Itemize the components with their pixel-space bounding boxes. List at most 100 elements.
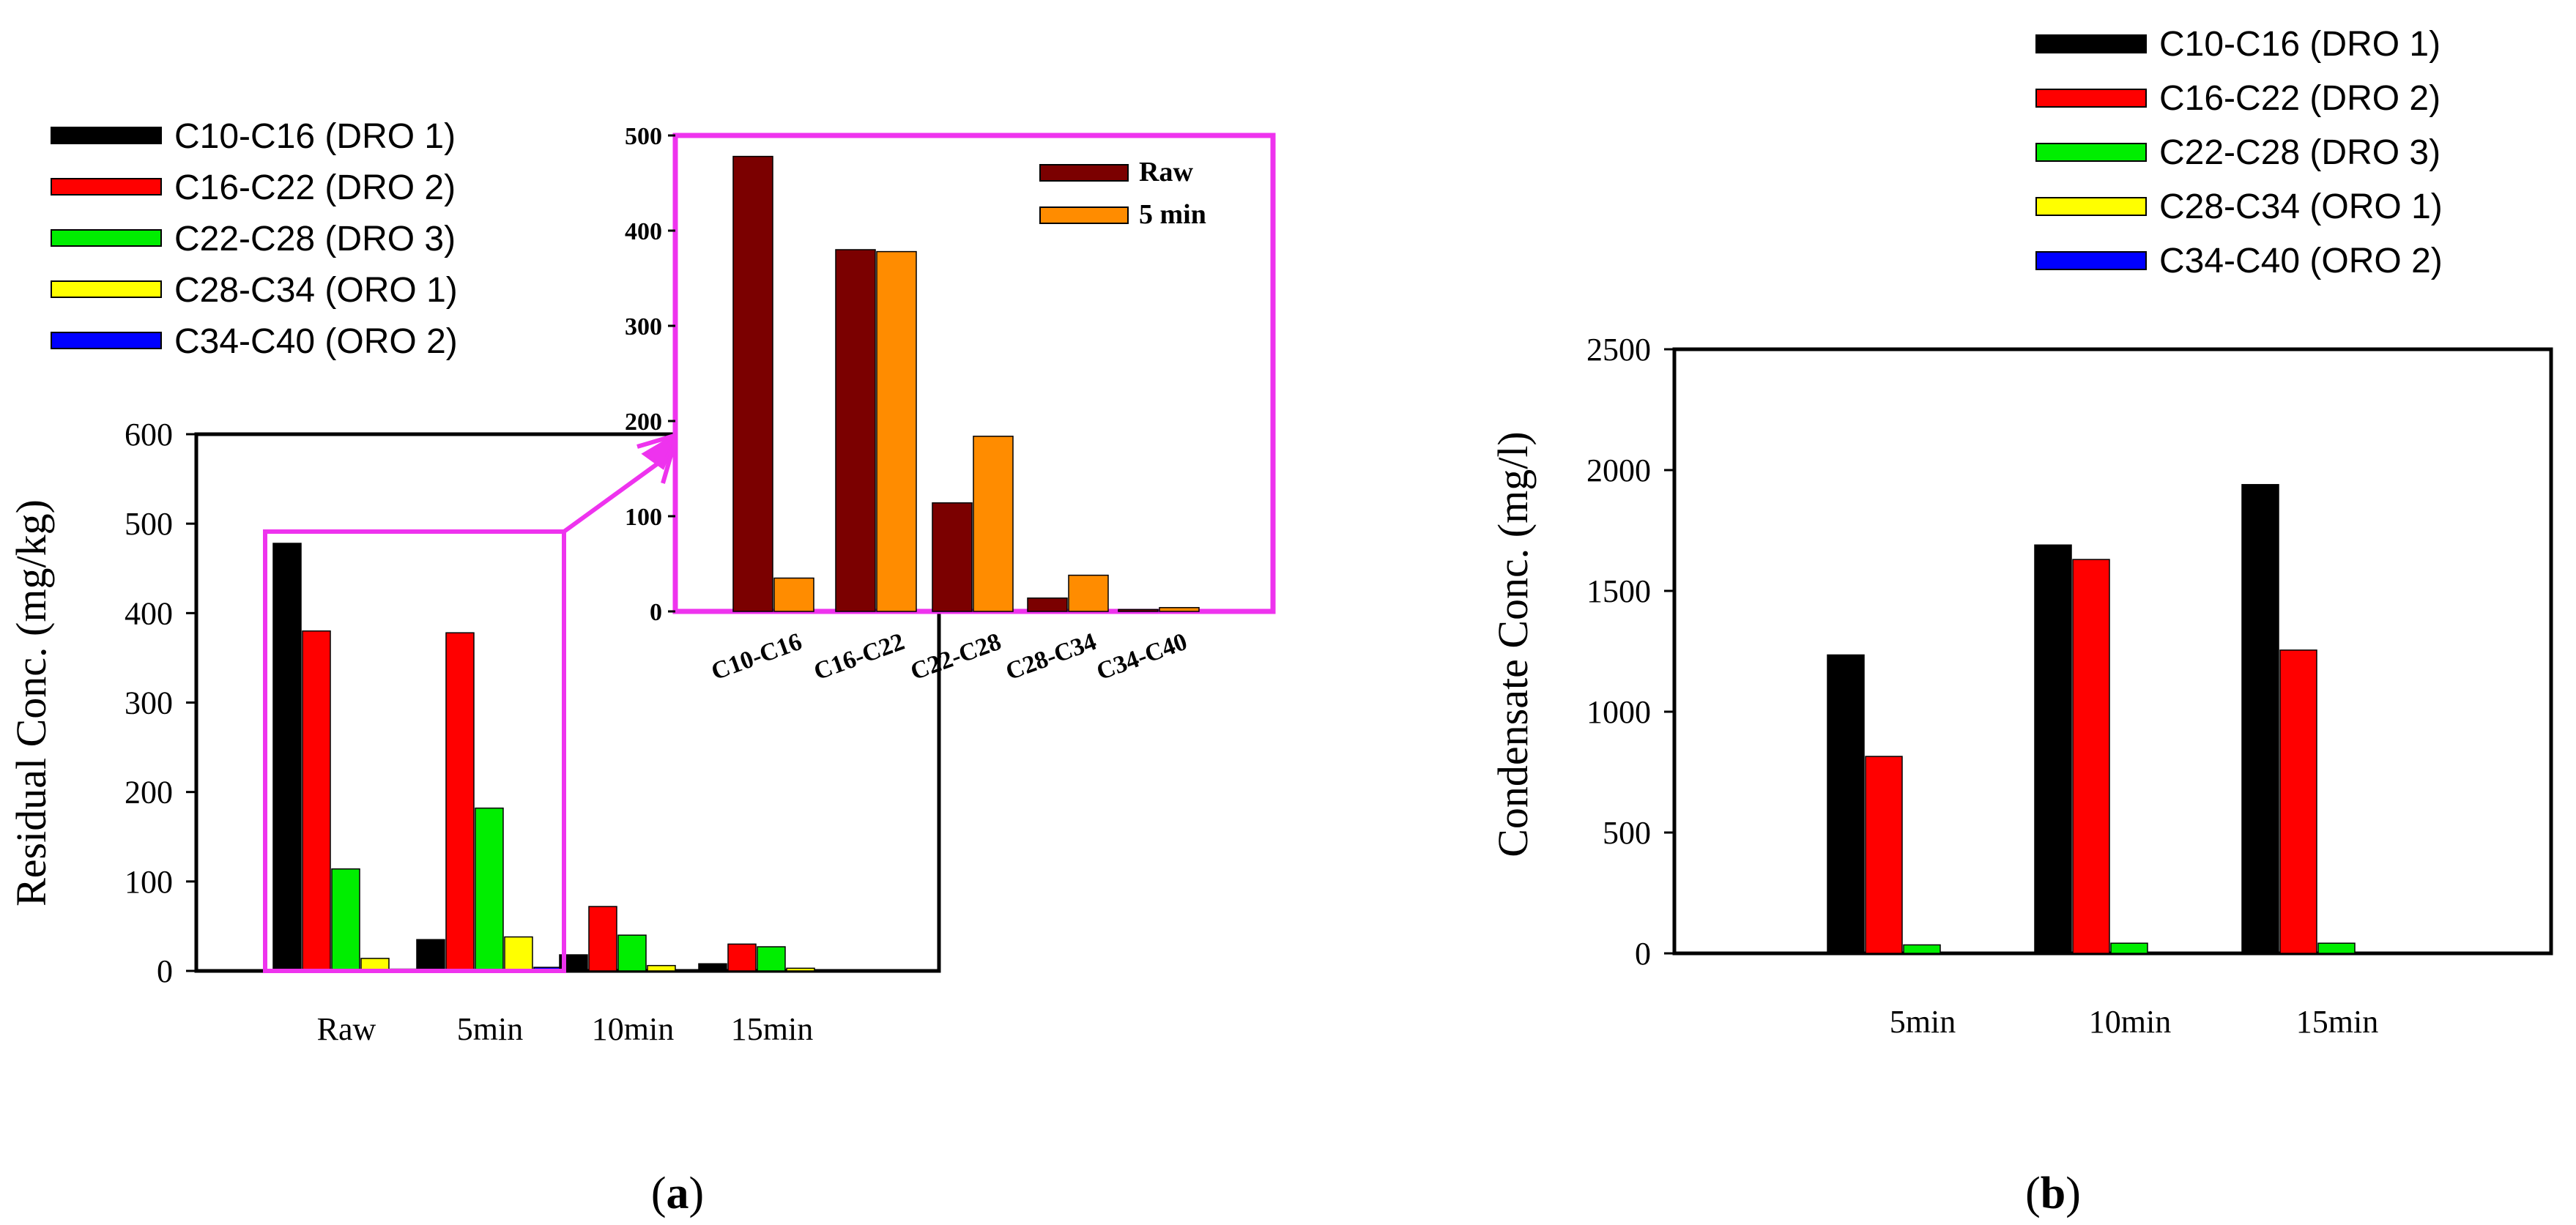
inset-legend-swatch — [1039, 164, 1129, 182]
bar — [757, 946, 786, 972]
caption-paren-close: ) — [689, 1169, 705, 1218]
inset-bar — [1068, 574, 1109, 612]
inset-legend-swatch — [1039, 206, 1129, 224]
bar — [1903, 944, 1941, 954]
legend-label: C28-C34 (ORO 1) — [174, 271, 458, 310]
legend-swatch — [2035, 251, 2147, 270]
zoom-arrow-head — [641, 430, 681, 470]
inset-bar — [1159, 607, 1200, 612]
bar — [302, 630, 331, 972]
legend-label: C28-C34 (ORO 1) — [2159, 187, 2443, 226]
bar — [2110, 942, 2148, 954]
bar — [559, 954, 588, 972]
inset-x-tick-label: C16-C22 — [810, 628, 907, 686]
y-tick-label: 0 — [157, 953, 173, 989]
legend-label: C22-C28 (DRO 3) — [2159, 133, 2440, 172]
x-tick-label: 15min — [2296, 1004, 2378, 1040]
legend-label: C10-C16 (DRO 1) — [2159, 25, 2440, 64]
y-tick-label: 100 — [125, 864, 173, 900]
y-tick-label: 0 — [1635, 936, 1651, 972]
inset-bar — [876, 250, 917, 612]
bar — [2317, 942, 2356, 954]
caption-paren-open: ( — [2025, 1169, 2041, 1218]
inset-x-tick-label: C10-C16 — [708, 628, 805, 686]
bar — [2072, 559, 2110, 954]
bar — [617, 934, 647, 972]
bar — [698, 963, 727, 972]
legend-swatch — [2035, 34, 2147, 53]
bar — [2279, 649, 2317, 954]
inset-legend-label: 5 min — [1139, 199, 1206, 230]
y-axis-label: Residual Conc. (mg/kg) — [7, 499, 55, 906]
bar — [272, 543, 302, 972]
y-tick-label: 2000 — [1586, 453, 1651, 488]
bar — [1865, 756, 1903, 954]
legend-label: C34-C40 (ORO 2) — [174, 322, 458, 361]
inset-x-tick-label: C34-C40 — [1093, 628, 1190, 686]
caption-paren-close: ) — [2065, 1169, 2081, 1218]
legend-label: C16-C22 (DRO 2) — [174, 168, 456, 207]
y-tick-label: 500 — [1603, 815, 1651, 851]
x-tick-label: 5min — [457, 1011, 523, 1047]
legend-swatch — [51, 229, 162, 247]
legend-label: C16-C22 (DRO 2) — [2159, 79, 2440, 118]
inset-bar — [732, 155, 773, 612]
legend-label: C22-C28 (DRO 3) — [174, 220, 456, 258]
chart-a: 0 100 200 300 400 500 600 Raw 5min 10min 15min Resi… — [7, 117, 941, 1218]
y-tick-label: 2500 — [1586, 332, 1651, 368]
inset-x-tick-label: C22-C28 — [907, 628, 1004, 686]
inset-y-tick-label: 100 — [625, 504, 662, 531]
inset-bar — [773, 577, 814, 612]
bar — [416, 939, 445, 972]
caption-letter: b — [2041, 1169, 2065, 1218]
x-tick-label: 10min — [2089, 1004, 2171, 1040]
y-tick-label: 500 — [125, 506, 173, 542]
y-axis-label: Condensate Conc. (mg/l) — [1489, 431, 1537, 857]
x-tick-label: 10min — [592, 1011, 674, 1047]
y-tick-label: 600 — [125, 417, 173, 453]
inset-y-tick-label: 300 — [625, 313, 662, 340]
legend-swatch — [51, 332, 162, 349]
legend-swatch — [2035, 89, 2147, 108]
x-tick-label: 5min — [1890, 1004, 1956, 1040]
inset-legend-label: Raw — [1139, 157, 1193, 187]
bar — [2034, 544, 2072, 954]
inset-y-tick-label: 500 — [625, 123, 662, 150]
x-tick-label: 15min — [731, 1011, 813, 1047]
inset-bar — [932, 502, 973, 612]
caption-a: (a) — [651, 1169, 704, 1218]
bar — [475, 807, 504, 972]
inset-bar — [1118, 608, 1159, 612]
bar — [815, 969, 845, 972]
inset-bar — [1027, 597, 1068, 612]
bar — [445, 632, 475, 972]
bar — [1827, 654, 1865, 954]
y-tick-label: 1000 — [1586, 694, 1651, 730]
legend-label: C34-C40 (ORO 2) — [2159, 242, 2443, 280]
bar — [588, 906, 617, 972]
inset-y-tick-label: 400 — [625, 218, 662, 245]
chart-b: 0 500 1000 1500 2000 2500 5min 10min 15min Conden… — [1489, 25, 2553, 1218]
inset-x-tick-label: C28-C34 — [1002, 628, 1099, 686]
y-tick-label: 300 — [125, 685, 173, 721]
y-tick-label: 200 — [125, 775, 173, 811]
bar — [727, 943, 757, 972]
zoom-connector-line — [563, 458, 664, 534]
legend-swatch — [51, 280, 162, 298]
zoom-highlight-box — [263, 529, 566, 973]
bar — [2241, 484, 2279, 954]
legend-swatch — [2035, 197, 2147, 216]
legend-swatch — [51, 178, 162, 196]
legend-label: C10-C16 (DRO 1) — [174, 117, 456, 156]
inset-bar — [973, 436, 1014, 612]
legend-swatch — [51, 127, 162, 144]
caption-b: (b) — [2025, 1169, 2081, 1218]
caption-letter: a — [667, 1169, 689, 1218]
y-tick-label: 1500 — [1586, 573, 1651, 609]
y-tick-label: 400 — [125, 595, 173, 631]
bar — [647, 964, 676, 972]
x-tick-label: Raw — [317, 1011, 376, 1047]
bar — [504, 936, 533, 972]
caption-paren-open: ( — [651, 1169, 667, 1218]
